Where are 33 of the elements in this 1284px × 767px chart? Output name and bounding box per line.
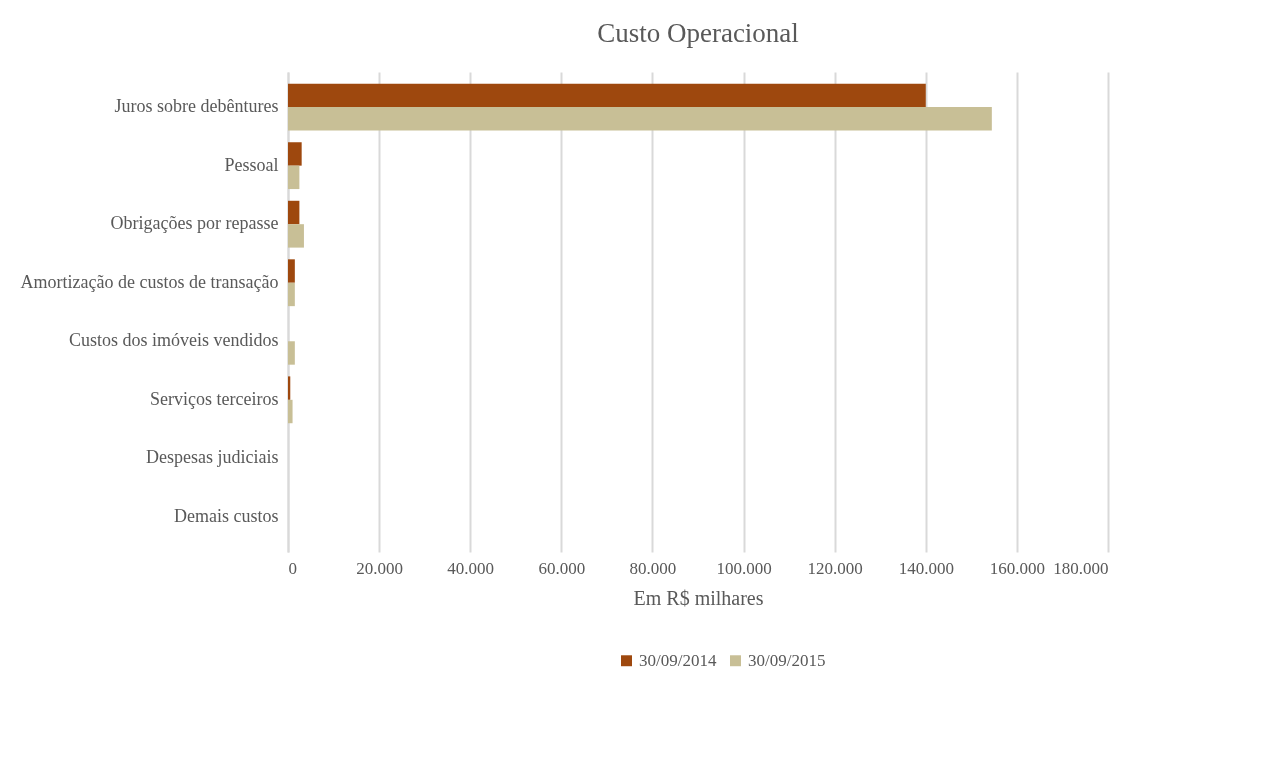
bar [288, 165, 300, 190]
x-tick-label: 140.000 [898, 558, 954, 578]
x-tick-label: 80.000 [629, 558, 677, 578]
bar [288, 376, 291, 400]
x-tick-label: 160.000 [989, 558, 1046, 578]
x-tick-label: 120.000 [807, 558, 863, 578]
y-tick-label: Demais custos [174, 505, 279, 526]
y-tick-label: Serviços terceiros [150, 388, 279, 409]
x-tick-label: 180.000 [1053, 558, 1109, 578]
y-tick-label: Amortização de custos de transação [20, 271, 279, 292]
y-tick-label: Custos dos imóveis vendidos [68, 330, 279, 351]
bar [288, 259, 295, 283]
y-tick-label: Despesas judiciais [146, 447, 279, 468]
bar [288, 83, 926, 108]
x-axis-title: Em R$ milhares [633, 586, 764, 609]
y-tick-label: Obrigações por repasse [110, 213, 279, 234]
legend-label: 30/09/2014 [639, 650, 717, 670]
x-tick-label: 100.000 [716, 558, 772, 578]
x-tick-label: 0 [288, 558, 297, 578]
x-tick-label: 60.000 [538, 558, 586, 578]
y-tick-label: Juros sobre debêntures [114, 96, 279, 117]
bar [288, 224, 304, 248]
x-tick-label: 20.000 [356, 558, 403, 578]
x-tick-label: 40.000 [447, 558, 495, 578]
bar [288, 282, 295, 307]
bar [288, 142, 302, 166]
chart-title: Custo Operacional [597, 18, 799, 48]
legend-label: 30/09/2015 [748, 650, 826, 670]
bar [288, 399, 293, 424]
bar [288, 341, 295, 365]
bar [288, 200, 300, 225]
y-tick-label: Pessoal [224, 154, 279, 175]
bar [288, 107, 992, 131]
